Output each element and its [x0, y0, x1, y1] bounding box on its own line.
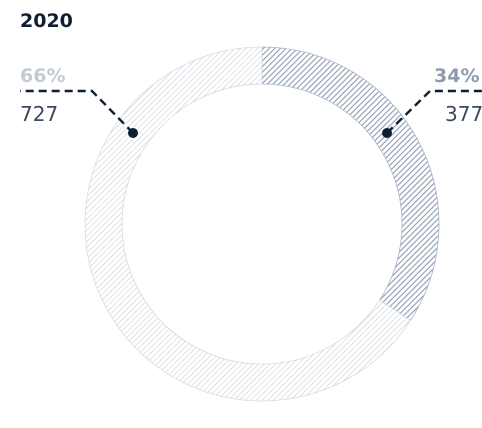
leader-line-2	[20, 89, 134, 134]
slice-count-label-1: 377	[445, 102, 482, 126]
slice-percent-label-2: 66%	[20, 65, 65, 87]
chart-title: 2020	[20, 10, 73, 32]
leader-dot-2	[128, 128, 138, 138]
slice-count-label-2: 727	[20, 102, 58, 126]
leader-line-1	[386, 89, 482, 134]
leader-dot-1	[382, 128, 392, 138]
donut-slice-2	[84, 46, 412, 402]
slice-percent-label-1: 34%	[434, 65, 479, 87]
slice-label-group-2: 66% 727	[20, 65, 138, 138]
slice-label-group-1: 34% 377	[382, 65, 482, 138]
donut-slices	[84, 46, 440, 402]
donut-slice-1	[261, 46, 440, 321]
